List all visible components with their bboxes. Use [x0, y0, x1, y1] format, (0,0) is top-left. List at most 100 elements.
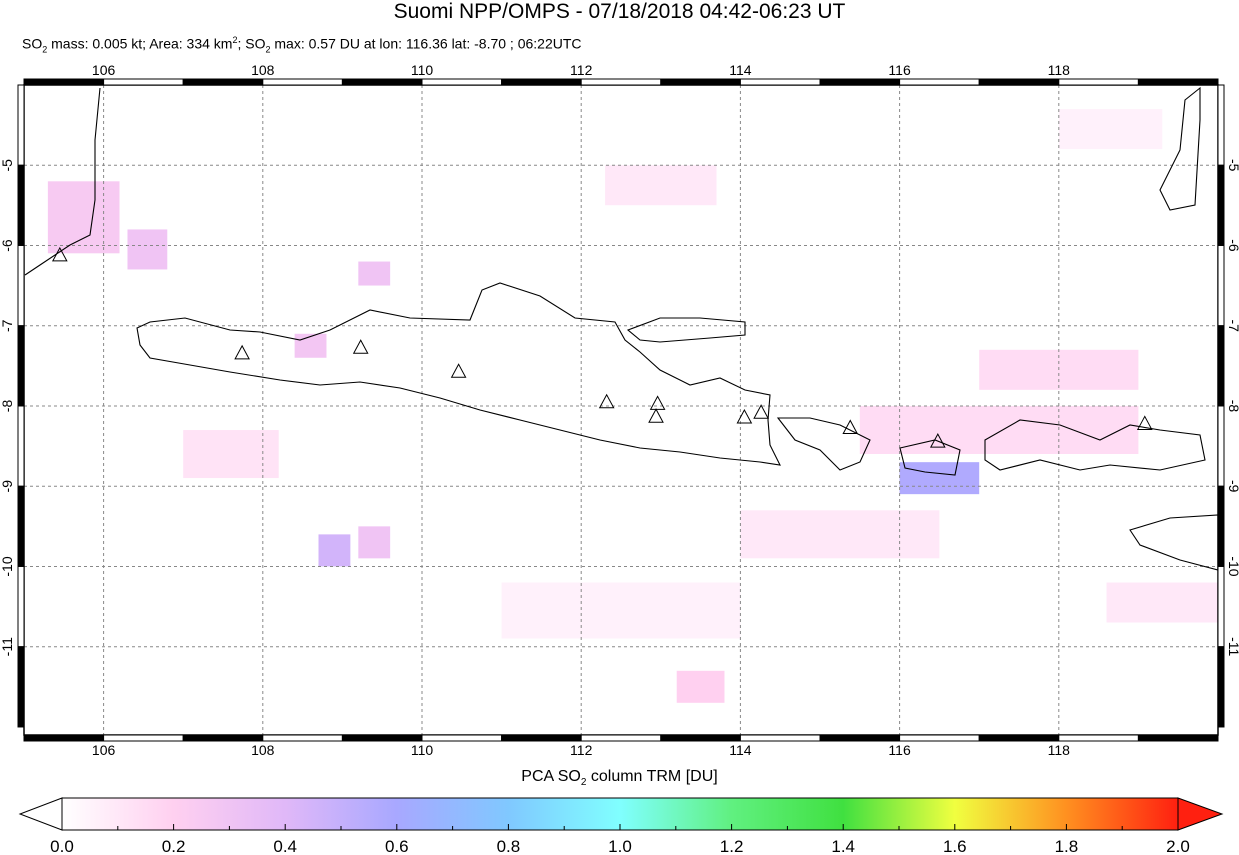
lat-tick-label-right: -7 [1226, 320, 1239, 333]
frame-bar-top [660, 78, 741, 86]
so2-pixel [899, 462, 980, 495]
frame-bar-bottom [819, 734, 901, 742]
frame-bar-top [899, 78, 980, 86]
so2-pixel [859, 405, 1139, 454]
lon-tick-label-top: 106 [92, 62, 116, 78]
colorbar-tick-label: 1.8 [1055, 837, 1079, 855]
frame-bar-bottom [1137, 734, 1219, 742]
lon-tick-label-top: 116 [888, 62, 911, 78]
frame-bar-right [1217, 485, 1225, 567]
so2-pixel [127, 229, 168, 270]
lat-tick-label-left: -10 [0, 556, 15, 576]
frame-bar-bottom [739, 734, 821, 742]
lat-tick-label-right: -11 [1226, 637, 1239, 656]
so2-pixel [358, 261, 391, 286]
sumbawa-coast [984, 419, 1206, 471]
so2-pixel [183, 430, 279, 479]
frame-bar-bottom [103, 734, 184, 742]
volcano-triangle-icon [450, 363, 467, 378]
lat-tick-label-left: -5 [0, 159, 15, 172]
so2-pixel [605, 165, 717, 206]
frame-bar-top [501, 78, 582, 86]
frame-bar-top [819, 78, 901, 86]
frame-bar-top [182, 78, 264, 86]
so2-pixel [676, 670, 725, 703]
lat-tick-label-right: -10 [1226, 556, 1239, 576]
frame-bar-left [17, 405, 25, 487]
colorbar-tick-label: 2.0 [1166, 837, 1190, 855]
frame-bar-left [17, 485, 25, 567]
so2-pixel [740, 510, 940, 559]
frame-bar-left [17, 646, 25, 728]
frame-bar-top [262, 78, 343, 86]
frame-bar-top [103, 78, 184, 86]
frame-bar-right [1217, 565, 1225, 648]
colorbar-tick-label: 0.8 [497, 837, 521, 855]
frame-bar-left [17, 164, 25, 246]
sulawesi-coast [1159, 86, 1201, 211]
frame-bar-right [1217, 405, 1225, 487]
so2-pixel [1058, 109, 1163, 150]
so2-pixel [358, 526, 391, 559]
frame-bar-right [1217, 646, 1225, 728]
lon-tick-label-bottom: 110 [411, 742, 434, 758]
lat-tick-label-right: -9 [1226, 480, 1239, 493]
volcano-triangle-icon [1136, 415, 1153, 430]
frame-bar-bottom [501, 734, 582, 742]
java-coast [136, 282, 781, 466]
colorbar-min-arrow [18, 797, 63, 831]
so2-pixel [1106, 582, 1218, 623]
so2-pixel [501, 582, 741, 639]
lon-tick-label-bottom: 114 [729, 742, 752, 758]
frame-bar-left [17, 244, 25, 327]
map-title: Suomi NPP/OMPS - 07/18/2018 04:42-06:23 … [393, 0, 846, 23]
frame-bar-top [978, 78, 1060, 86]
frame-bar-right [1217, 244, 1225, 327]
frame-bar-top [341, 78, 423, 86]
volcano-triangle-icon [842, 419, 859, 434]
colorbar-max-arrow [1177, 797, 1224, 831]
colorbar-tick-label: 0.6 [385, 837, 409, 855]
so2-pixel [318, 534, 351, 567]
lon-tick-label-top: 112 [570, 62, 593, 78]
sumba-coast [1129, 514, 1219, 571]
frame-bar-top [421, 78, 503, 86]
madura-coast [626, 317, 746, 343]
frame-bar-bottom [262, 734, 343, 742]
lat-tick-label-left: -11 [0, 637, 15, 656]
lat-tick-label-left: -7 [0, 319, 15, 332]
colorbar-title: PCA SO2 column TRM [DU] [521, 768, 718, 789]
frame-bar-right [1217, 84, 1225, 166]
frame-bar-top [1137, 78, 1219, 86]
lat-tick-label-left: -9 [0, 480, 15, 493]
lon-tick-label-top: 108 [251, 62, 275, 78]
lon-tick-label-top: 110 [411, 62, 434, 78]
volcano-triangle-icon [648, 408, 664, 423]
volcano-triangle-icon [736, 408, 753, 424]
frame-bar-right [1217, 164, 1225, 246]
colorbar-tick-label: 1.0 [608, 837, 632, 855]
frame-bar-left [17, 84, 25, 166]
stats-line: SO2 mass: 0.005 kt; Area: 334 km2; SO2 m… [22, 35, 582, 55]
bali-coast [776, 417, 871, 471]
frame-bar-bottom [182, 734, 264, 742]
frame-bar-top [1058, 78, 1139, 86]
lat-tick-label-right: -6 [1226, 239, 1239, 252]
frame-bar-bottom [978, 734, 1060, 742]
colorbar-tick-label: 0.0 [50, 837, 74, 855]
lon-tick-label-bottom: 112 [570, 742, 593, 758]
lat-tick-label-right: -5 [1226, 159, 1239, 172]
frame-bar-left [17, 325, 25, 407]
volcano-triangle-icon [234, 344, 250, 360]
frame-bar-top [23, 78, 105, 86]
so2-pixel [47, 181, 120, 254]
lat-tick-label-left: -8 [0, 400, 15, 413]
lon-tick-label-bottom: 106 [92, 742, 116, 758]
frame-bar-bottom [899, 734, 980, 742]
frame-bar-bottom [341, 734, 423, 742]
colorbar-tick-label: 1.4 [831, 837, 855, 855]
frame-bar-bottom [421, 734, 503, 742]
lon-tick-label-bottom: 108 [251, 742, 275, 758]
lon-tick-label-bottom: 116 [888, 742, 911, 758]
